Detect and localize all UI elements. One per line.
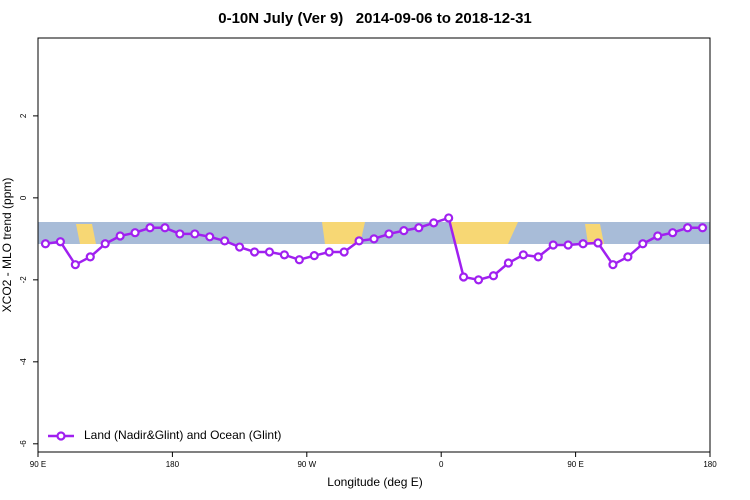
legend-marker: [56, 431, 66, 441]
data-point: [399, 226, 409, 236]
y-tick-label: 0: [19, 195, 28, 200]
data-point: [429, 218, 439, 228]
data-point: [85, 252, 95, 262]
y-tick-label: -6: [19, 440, 28, 448]
data-point: [235, 242, 245, 252]
data-point: [682, 223, 693, 233]
data-point: [40, 239, 51, 249]
x-axis-label: Longitude (deg E): [327, 475, 422, 489]
data-point: [249, 247, 260, 257]
x-tick-label: 90 E: [567, 460, 583, 469]
data-point: [160, 223, 170, 233]
data-point: [473, 275, 484, 285]
x-tick-label: 90 W: [297, 460, 316, 469]
data-point: [548, 240, 558, 250]
data-point: [264, 247, 275, 257]
x-tick-label: 180: [703, 460, 717, 469]
data-point: [175, 229, 185, 239]
data-point: [145, 223, 155, 233]
data-point: [190, 229, 200, 239]
data-point: [459, 272, 469, 282]
data-point: [668, 228, 678, 238]
data-point: [593, 238, 603, 248]
data-point: [638, 239, 648, 249]
y-tick-label: -4: [19, 358, 28, 366]
y-axis-label: XCO2 - MLO trend (ppm): [0, 178, 14, 313]
data-point: [130, 228, 140, 238]
data-point: [608, 260, 618, 270]
data-point: [578, 239, 588, 249]
data-point: [488, 271, 499, 281]
x-tick-label: 0: [439, 460, 444, 469]
data-point: [70, 260, 80, 270]
data-point: [220, 236, 230, 246]
data-point: [100, 239, 110, 249]
y-tick-label: 2: [19, 113, 28, 118]
data-point: [503, 258, 513, 268]
data-point: [324, 247, 334, 257]
x-tick-label: 90 E: [30, 460, 46, 469]
data-point: [354, 236, 364, 246]
data-point: [563, 240, 573, 250]
legend-label: Land (Nadir&Glint) and Ocean (Glint): [84, 428, 281, 442]
data-point: [384, 229, 394, 239]
data-point: [205, 232, 215, 242]
data-point: [653, 231, 663, 241]
data-point: [115, 231, 125, 241]
data-point: [533, 252, 543, 262]
data-point: [339, 247, 349, 257]
x-tick-label: 180: [166, 460, 180, 469]
plot-frame: [37, 37, 711, 453]
data-point: [697, 223, 708, 233]
data-point: [55, 237, 66, 247]
chart-title: 0-10N July (Ver 9) 2014-09-06 to 2018-12…: [218, 10, 532, 27]
data-point: [294, 255, 304, 265]
data-point: [444, 213, 454, 223]
data-point: [623, 252, 633, 262]
data-point: [518, 250, 528, 260]
data-point: [369, 234, 379, 244]
data-point: [279, 250, 289, 260]
data-point: [414, 223, 424, 233]
y-tick-label: -2: [19, 276, 28, 284]
data-point: [309, 251, 319, 261]
